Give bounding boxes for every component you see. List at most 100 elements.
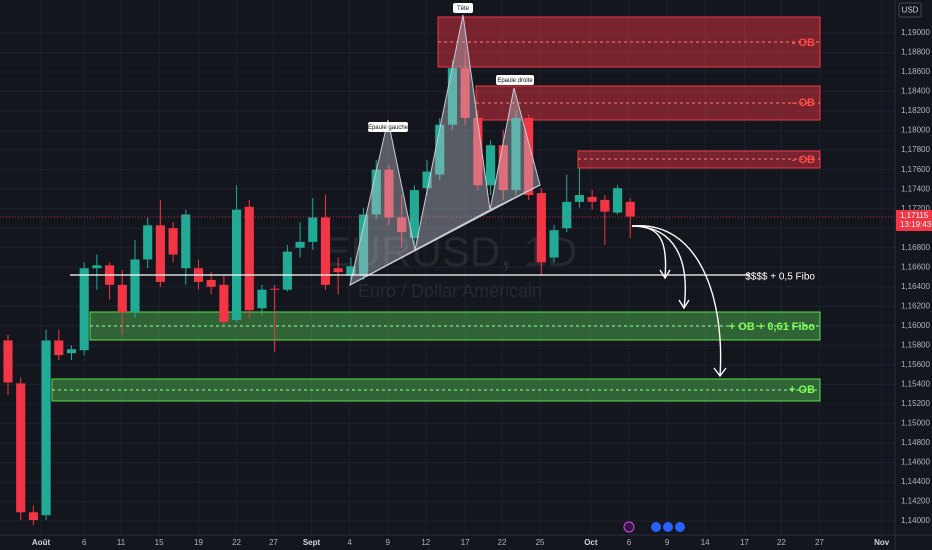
- x-tick-label: 4: [347, 538, 352, 547]
- x-tick-label: 6: [627, 538, 632, 547]
- candle-body: [612, 188, 623, 213]
- zone-label: + OB + 0,61 Fibo: [729, 321, 815, 333]
- candle-body: [346, 266, 356, 276]
- candle-body: [3, 340, 13, 383]
- candle-body: [79, 268, 89, 351]
- x-tick-label: Sept: [303, 538, 321, 547]
- x-tick-label: 17: [740, 538, 749, 547]
- currency-box[interactable]: [898, 2, 922, 18]
- candle-body: [168, 228, 178, 255]
- arrow-head: [713, 367, 727, 378]
- y-tick-label: 1,17200: [901, 204, 930, 213]
- y-tick-label: 1,14000: [901, 516, 930, 525]
- candle-body: [358, 214, 369, 276]
- candle-body: [422, 171, 432, 189]
- head-label: Tête: [457, 6, 470, 12]
- candle-body: [600, 199, 610, 212]
- arrow: [631, 225, 722, 377]
- last-price-box: [896, 209, 932, 231]
- y-tick-label: 1,18400: [901, 87, 930, 96]
- y-tick-label: 1,15800: [901, 340, 930, 349]
- y-tick-label: 1,16000: [901, 321, 930, 330]
- zone-label: - OB: [792, 97, 815, 109]
- candle-body: [333, 268, 343, 273]
- candle-body: [206, 279, 216, 287]
- x-tick-label: 22: [498, 538, 507, 547]
- pattern: [349, 14, 541, 286]
- candle-body: [257, 289, 267, 309]
- y-tick-label: 1,14600: [901, 458, 930, 467]
- candle-body: [181, 214, 191, 269]
- candle-body: [460, 68, 470, 118]
- candle-body: [485, 145, 496, 186]
- candle-body: [92, 265, 102, 269]
- y-tick-label: 1,18600: [901, 67, 930, 76]
- candle-body: [320, 217, 331, 285]
- y-tick-label: 1,18200: [901, 106, 930, 115]
- y-tick-label: 1,15200: [901, 399, 930, 408]
- x-tick-label: 9: [665, 538, 670, 547]
- candle-body: [549, 230, 559, 258]
- last-price-label: 1,17115: [900, 211, 929, 220]
- candle-body: [409, 190, 419, 238]
- candle-body: [16, 383, 26, 513]
- x-tick-label: 9: [385, 538, 390, 547]
- candle-body: [143, 225, 153, 260]
- right-shoulder-label: Epaule droite: [497, 78, 533, 84]
- x-tick-label: 19: [194, 538, 203, 547]
- x-tick-label: 25: [536, 538, 545, 547]
- x-tick-label: 14: [701, 538, 710, 547]
- x-tick-label: 22: [777, 538, 786, 547]
- x-tick-label: 27: [815, 538, 824, 547]
- y-tick-label: 1,19000: [901, 28, 930, 37]
- candle-body: [625, 201, 635, 217]
- arrow: [631, 225, 686, 309]
- candle-body: [54, 340, 64, 356]
- y-tick-label: 1,14800: [901, 438, 930, 447]
- y-tick-label: 1,15000: [901, 419, 930, 428]
- zone-label: + OB: [789, 384, 815, 396]
- currency[interactable]: USD: [902, 6, 919, 15]
- zone-label: - OB: [792, 37, 815, 49]
- candle-body: [308, 217, 318, 242]
- candle-body: [219, 284, 229, 322]
- candle-body: [117, 284, 127, 313]
- event-icon[interactable]: [675, 522, 685, 532]
- candle-body: [232, 209, 242, 320]
- candle-body: [384, 169, 394, 218]
- y-tick-label: 1,18000: [901, 126, 930, 135]
- candle-body: [66, 349, 77, 354]
- candle-body: [524, 117, 534, 196]
- x-tick-label: 6: [82, 538, 87, 547]
- event-icon[interactable]: [623, 521, 635, 533]
- event-icons: [623, 521, 685, 533]
- x-tick-label: Août: [32, 538, 51, 547]
- candles: [0, 49, 895, 525]
- neckline-shape: [349, 184, 541, 286]
- x-tick-label: 27: [269, 538, 278, 547]
- arrow-head: [678, 299, 690, 310]
- x-tick-label: 12: [421, 538, 430, 547]
- y-tick-label: 1,17800: [901, 145, 930, 154]
- y-tick-label: 1,14200: [901, 497, 930, 506]
- y-tick-label: 1,17400: [901, 184, 930, 193]
- x-tick-label: Oct: [584, 538, 598, 547]
- y-tick-label: 1,15600: [901, 360, 930, 369]
- candle-body: [562, 201, 572, 229]
- tag-box: [496, 75, 534, 85]
- event-icon[interactable]: [651, 522, 661, 532]
- countdown: 13:19:43: [900, 220, 932, 229]
- y-tick-label: 1,14400: [901, 477, 930, 486]
- zone-label: - OB: [792, 154, 815, 166]
- candle-body: [270, 288, 280, 290]
- tag-box: [453, 3, 473, 13]
- candle-body: [397, 217, 407, 233]
- candle-body: [574, 195, 585, 202]
- candle-body: [295, 241, 305, 248]
- watermark-subtitle: Euro / Dollar Américain: [358, 281, 542, 301]
- zone-midlines: [52, 41, 820, 391]
- resistance-zone: [475, 85, 821, 121]
- candle-body: [536, 193, 546, 263]
- event-icon[interactable]: [663, 522, 673, 532]
